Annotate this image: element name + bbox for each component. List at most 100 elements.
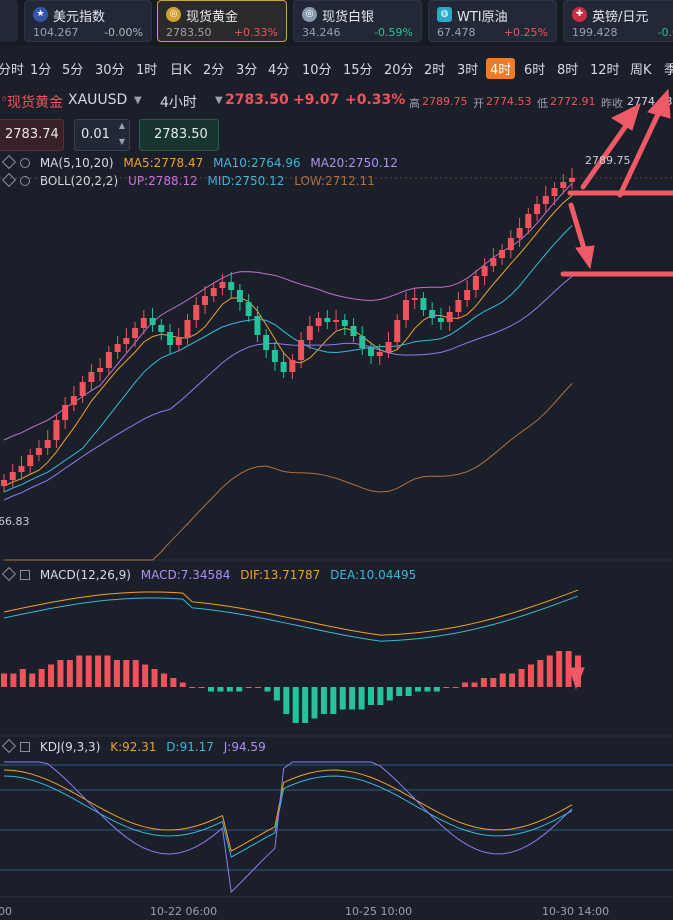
macd-legend-label: MACD(12,26,9) <box>39 568 131 582</box>
macd-histogram-bar <box>509 673 516 687</box>
sell-price-button[interactable]: 2783.74 <box>0 119 64 151</box>
tab-timeframe[interactable]: 4分 <box>268 63 290 78</box>
symbol-name[interactable]: 现货黄金 <box>7 95 63 111</box>
candle-body <box>35 448 42 455</box>
macd-histogram-bar <box>160 673 167 687</box>
tab-timeframe[interactable]: 3时 <box>457 63 479 78</box>
ticker-card-gold[interactable]: ◎ 现货黄金 2783.50 +0.33% <box>157 0 287 42</box>
macd-legend: MACD(12,26,9) MACD:7.34584 DIF:13.71787 … <box>1 566 422 582</box>
candle-body <box>263 335 270 350</box>
candle-body <box>97 368 104 372</box>
tab-timeframe-selected[interactable]: 4时 <box>486 58 516 79</box>
time-axis-label: 10-22 06:00 <box>150 905 217 918</box>
ticker-change: +0.33% <box>233 26 278 39</box>
macd-histogram-bar <box>537 660 544 687</box>
dif-value: DIF:13.71787 <box>240 568 321 582</box>
macd-histogram-bar <box>462 682 469 687</box>
tab-timeframe[interactable]: 1分 <box>30 63 52 78</box>
macd-histogram-bar <box>546 655 553 687</box>
stepper-up-icon[interactable]: ▲ <box>118 121 125 130</box>
period-dropdown-icon[interactable]: ▼ <box>215 95 223 106</box>
tab-timeframe[interactable]: 15分 <box>343 63 373 78</box>
tab-timeframe[interactable]: 5分 <box>62 63 84 78</box>
candle-body <box>79 382 86 396</box>
macd-histogram-bar <box>48 664 55 687</box>
lot-stepper[interactable]: 0.01 ▲ ▼ <box>74 119 130 151</box>
ticker-card-gbpjpy[interactable]: ✚ 英镑/日元 199.428 -0.08 <box>563 0 673 42</box>
ticker-name: WTI原油 <box>457 10 508 25</box>
ticker-price: 2783.50 <box>166 26 212 39</box>
macd-histogram-bar <box>556 651 563 687</box>
open-label: 开 <box>473 97 484 110</box>
macd-histogram-bar <box>198 687 205 688</box>
candle-body <box>542 196 549 204</box>
tab-timeframe[interactable]: 周K <box>630 63 652 78</box>
candle-body <box>158 325 165 332</box>
candle-body <box>175 338 182 345</box>
tab-timeframe[interactable]: 2分 <box>203 63 225 78</box>
ticker-card-usd-index[interactable]: ★ 美元指数 104.267 -0.00% <box>24 0 152 42</box>
candle-body <box>446 312 453 322</box>
macd-histogram-bar <box>311 687 318 719</box>
macd-histogram-bar <box>415 687 422 692</box>
macd-histogram-bar <box>255 687 262 688</box>
tab-timeframe[interactable]: 10分 <box>302 63 332 78</box>
tab-timeframe[interactable]: 30分 <box>95 63 125 78</box>
tab-timeframe[interactable]: 12时 <box>590 63 620 78</box>
lot-value[interactable]: 0.01 <box>81 127 110 142</box>
ticker-card-wti[interactable]: ◍ WTI原油 67.478 +0.25% <box>428 0 557 42</box>
ticker-change: +0.25% <box>503 26 548 39</box>
candle-body <box>105 352 112 368</box>
visibility-eye-icon[interactable] <box>20 158 30 168</box>
symbol-code[interactable]: XAUUSD <box>68 92 128 108</box>
ma20-line <box>3 276 573 501</box>
settings-icon[interactable] <box>1 738 17 754</box>
moving-averages <box>3 195 573 501</box>
candle-body <box>376 352 383 356</box>
candle-body <box>132 328 139 338</box>
candle-body <box>490 258 497 266</box>
settings-icon[interactable] <box>1 566 17 582</box>
macd-histogram-bar <box>123 660 130 687</box>
tab-timeframe[interactable]: 分时 <box>0 63 25 78</box>
high-marker: 2789.75 <box>585 154 631 167</box>
macd-histogram-bar <box>19 669 26 687</box>
stepper-down-icon[interactable]: ▼ <box>118 137 125 146</box>
macd-histogram-bar <box>433 687 440 692</box>
macd-histogram-bar <box>367 687 374 705</box>
expand-icon[interactable] <box>20 570 30 580</box>
macd-histogram-bar <box>377 687 384 705</box>
candle-body <box>1 480 7 486</box>
macd-histogram-bar <box>95 655 102 687</box>
tab-timeframe[interactable]: 季 <box>664 63 673 78</box>
candle-body <box>333 320 340 322</box>
candle-body <box>254 316 261 335</box>
visibility-eye-icon[interactable] <box>20 176 30 186</box>
j-value: J:94.59 <box>223 740 266 754</box>
macd-histogram-bar <box>66 660 73 687</box>
buy-price-button[interactable]: 2783.50 <box>139 119 219 151</box>
tab-timeframe[interactable]: 日K <box>170 63 192 78</box>
macd-histogram-bar <box>527 664 534 687</box>
tab-timeframe[interactable]: 1时 <box>136 63 158 78</box>
candle-body <box>411 298 418 300</box>
tab-timeframe[interactable]: 8时 <box>557 63 579 78</box>
k-line <box>3 769 573 852</box>
ticker-prev-stub[interactable] <box>0 0 18 42</box>
us-flag-icon: ★ <box>33 7 48 22</box>
expand-icon[interactable] <box>20 742 30 752</box>
period-label[interactable]: 4小时 <box>160 95 197 111</box>
tab-timeframe[interactable]: 2时 <box>424 63 446 78</box>
tab-timeframe[interactable]: 6时 <box>524 63 546 78</box>
symbol-dropdown-icon[interactable]: ▼ <box>134 95 142 106</box>
tab-timeframe[interactable]: 3分 <box>236 63 258 78</box>
low-value: 2772.91 <box>550 95 596 108</box>
ticker-card-silver[interactable]: ◎ 现货白银 34.246 -0.59% <box>293 0 422 42</box>
symbol-dot-icon: ◦ <box>0 92 9 108</box>
macd-histogram-bar <box>339 687 346 710</box>
macd-histogram-bar <box>518 669 525 687</box>
macd-histogram-bar <box>396 687 403 696</box>
tab-timeframe[interactable]: 20分 <box>384 63 414 78</box>
high-label: 高 <box>409 97 420 110</box>
